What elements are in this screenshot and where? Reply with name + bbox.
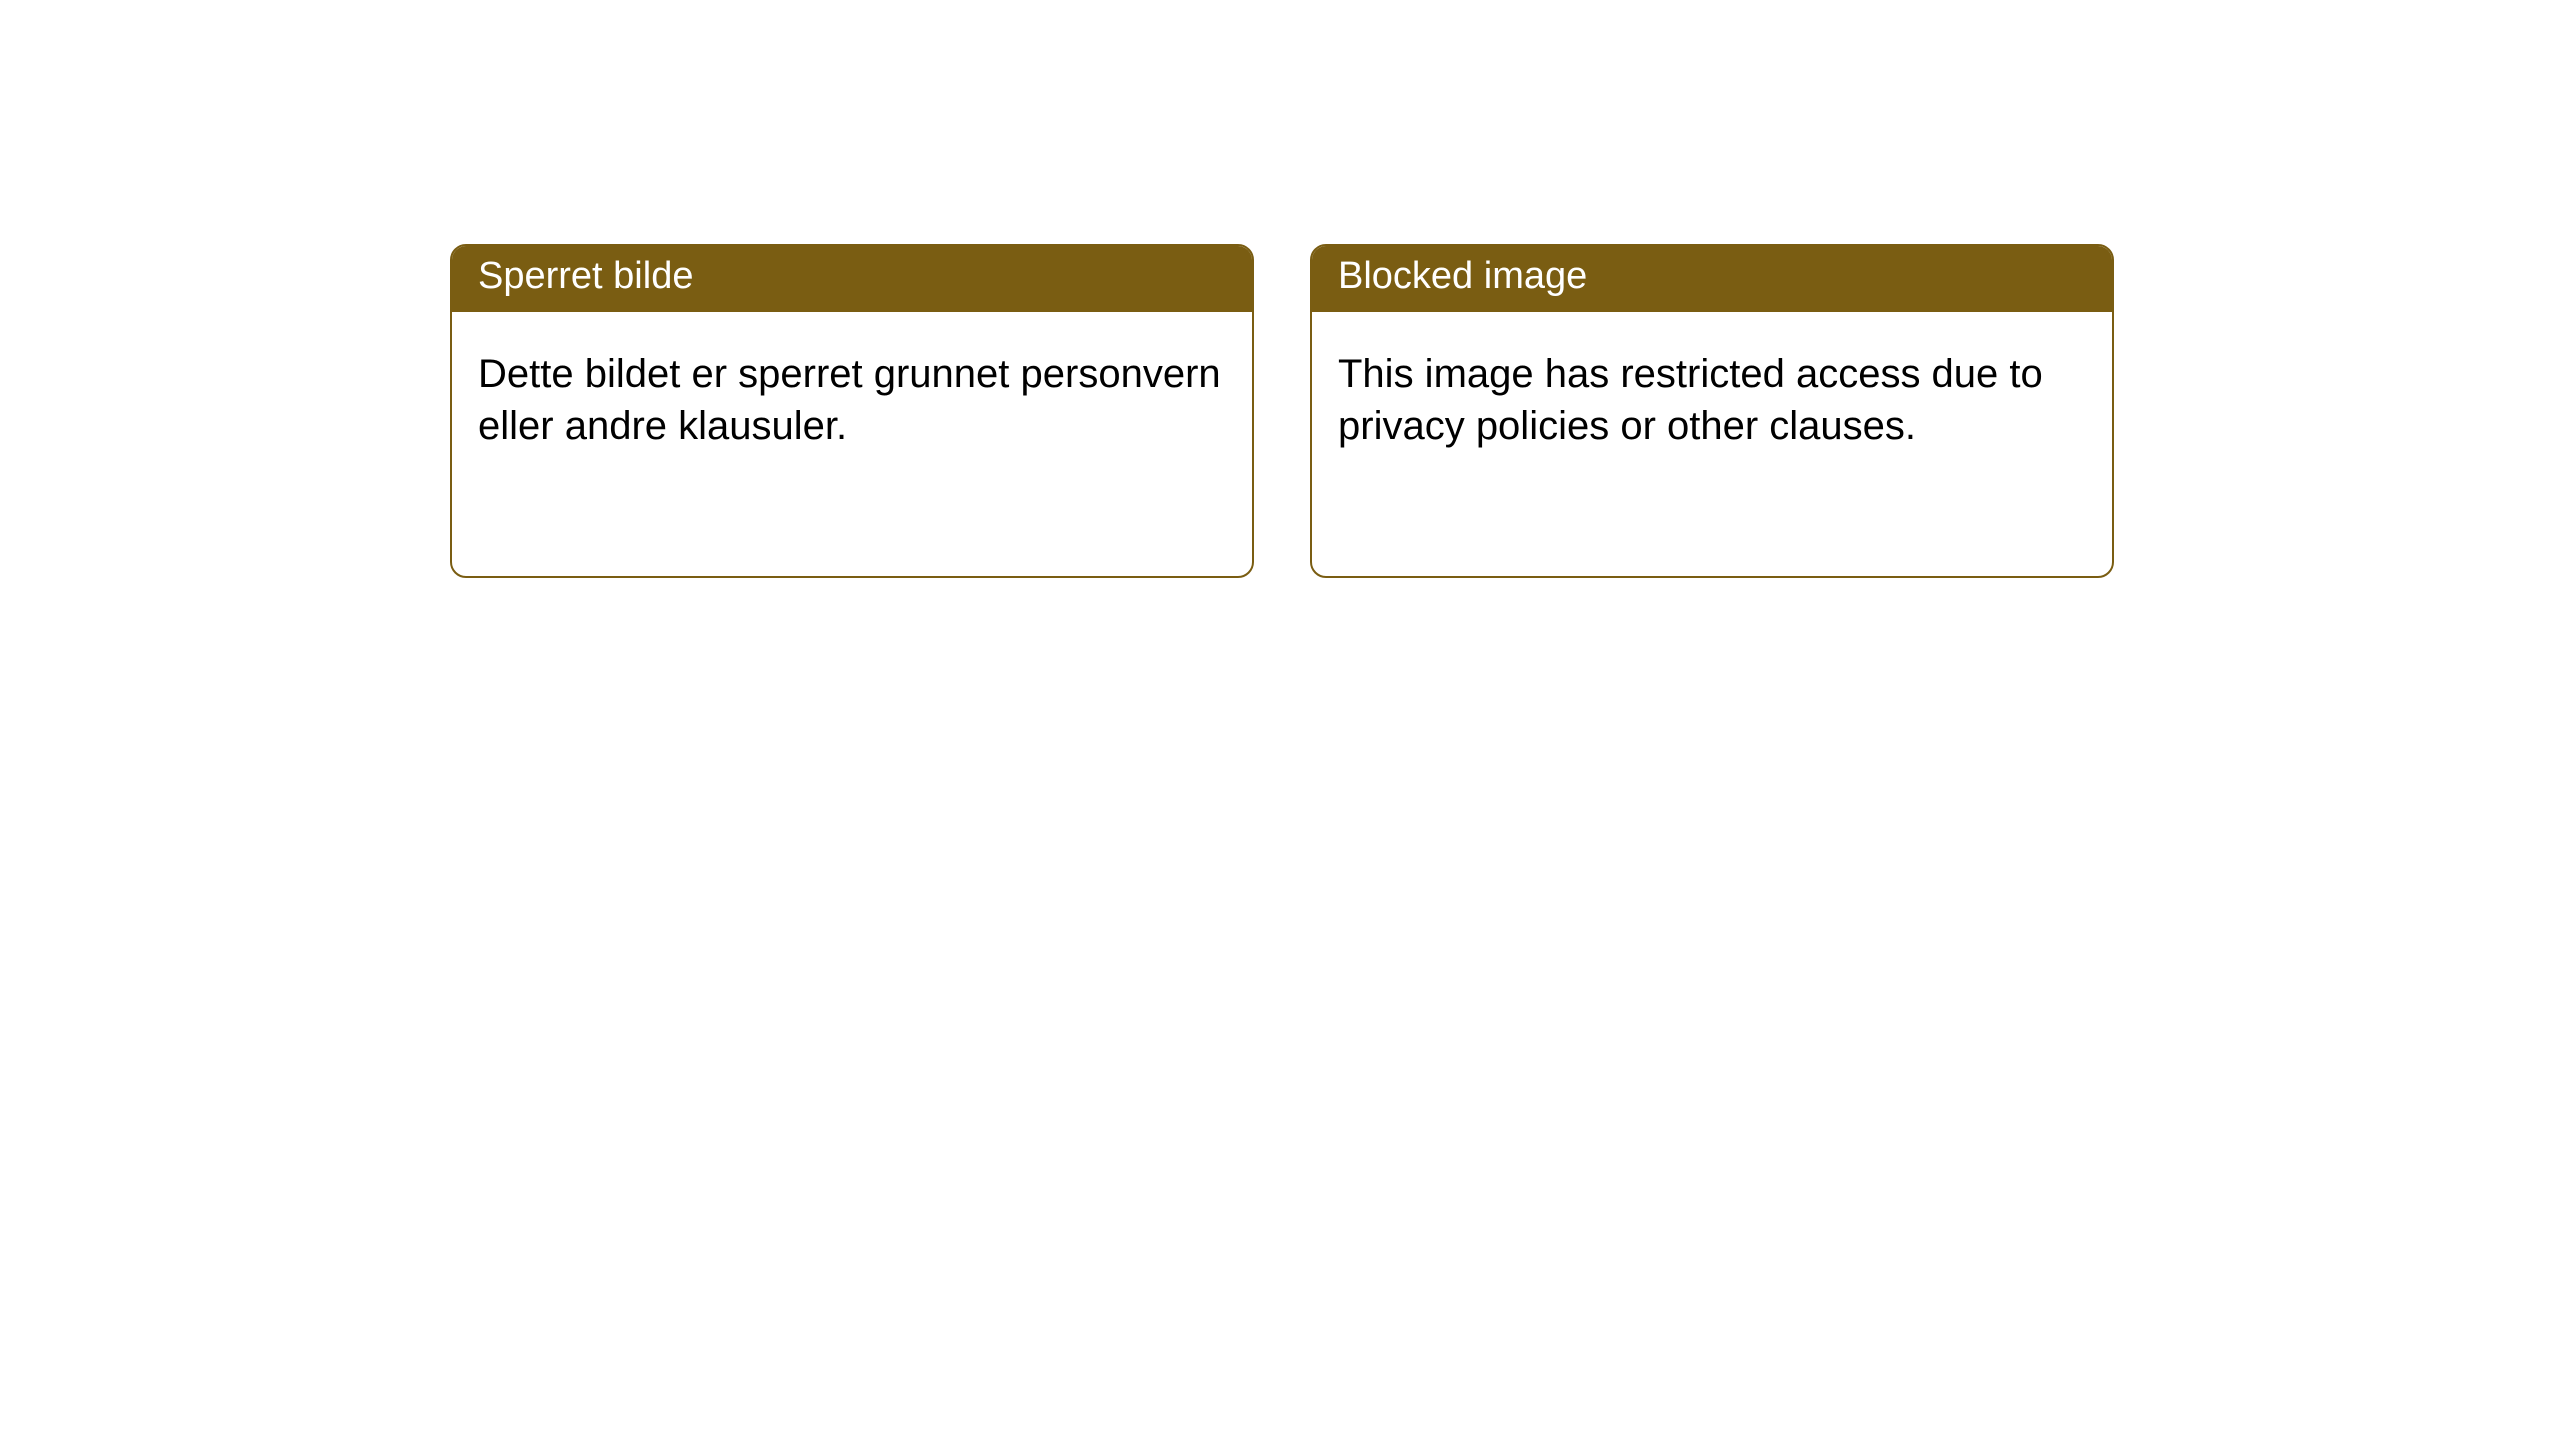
notice-body: Dette bildet er sperret grunnet personve… [452,312,1252,480]
notice-container: Sperret bilde Dette bildet er sperret gr… [0,0,2560,578]
notice-header: Sperret bilde [452,246,1252,312]
notice-box-english: Blocked image This image has restricted … [1310,244,2114,578]
notice-header: Blocked image [1312,246,2112,312]
notice-body: This image has restricted access due to … [1312,312,2112,480]
notice-box-norwegian: Sperret bilde Dette bildet er sperret gr… [450,244,1254,578]
